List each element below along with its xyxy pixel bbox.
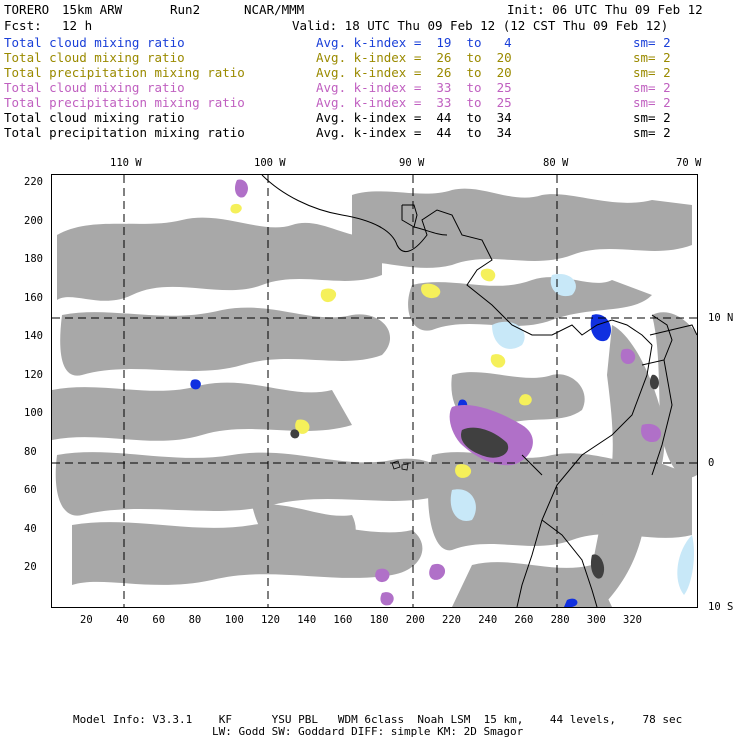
x-tick-label: 200 bbox=[405, 614, 425, 626]
legend-sm: sm= 2 bbox=[633, 35, 671, 50]
lon-label: 100 W bbox=[254, 157, 286, 169]
y-tick-label: 200 bbox=[24, 214, 43, 227]
map-svg bbox=[52, 175, 697, 607]
run-label: Run2 bbox=[170, 2, 201, 17]
x-tick-label: 280 bbox=[550, 614, 570, 626]
legend-kindex: Avg. k-index = 19 to 4 bbox=[316, 35, 512, 50]
legend-name: Total precipitation mixing ratio bbox=[4, 95, 245, 110]
x-tick-label: 180 bbox=[369, 614, 389, 626]
legend-kindex: Avg. k-index = 33 to 25 bbox=[316, 80, 512, 95]
legend-sm: sm= 2 bbox=[633, 80, 671, 95]
y-tick-label: 80 bbox=[24, 445, 37, 458]
lat-label: 10 S bbox=[708, 601, 734, 613]
legend-kindex: Avg. k-index = 44 to 34 bbox=[316, 110, 512, 125]
model-name: TORERO bbox=[4, 2, 50, 17]
lon-label: 70 W bbox=[676, 157, 702, 169]
legend-sm: sm= 2 bbox=[633, 65, 671, 80]
map-plot bbox=[51, 174, 698, 608]
x-tick-label: 220 bbox=[442, 614, 461, 626]
x-tick-label: 100 bbox=[224, 614, 244, 626]
x-tick-label: 260 bbox=[514, 614, 534, 626]
valid-time: Valid: 18 UTC Thu 09 Feb 12 (12 CST Thu … bbox=[292, 18, 669, 33]
y-tick-label: 40 bbox=[24, 522, 37, 535]
forecast-hour: 12 h bbox=[62, 18, 93, 33]
init-time: Init: 06 UTC Thu 09 Feb 12 bbox=[507, 2, 703, 17]
legend-name: Total cloud mixing ratio bbox=[4, 110, 185, 125]
x-tick-label: 160 bbox=[333, 614, 353, 626]
model-info-line2: LW: Godd SW: Goddard DIFF: simple KM: 2D… bbox=[212, 725, 524, 738]
model-info-line1: Model Info: V3.3.1 KF YSU PBL WDM 6class… bbox=[73, 713, 683, 726]
model-resolution: 15km ARW bbox=[62, 2, 123, 17]
legend-sm: sm= 2 bbox=[633, 95, 671, 110]
cloud-cover-layer bbox=[52, 188, 697, 607]
x-tick-label: 120 bbox=[261, 614, 280, 626]
y-tick-label: 220 bbox=[24, 176, 43, 188]
lon-label: 110 W bbox=[110, 157, 142, 169]
dark-core-layer bbox=[290, 374, 659, 579]
blue-layer bbox=[190, 314, 612, 607]
y-tick-label: 120 bbox=[24, 368, 43, 381]
legend-name: Total precipitation mixing ratio bbox=[4, 125, 245, 140]
lat-label: 10 N bbox=[708, 312, 734, 324]
y-tick-label: 100 bbox=[24, 407, 43, 419]
center-label: NCAR/MMM bbox=[244, 2, 305, 17]
galapagos-outline bbox=[391, 460, 409, 471]
forecast-label: Fcst: bbox=[4, 18, 42, 33]
legend-kindex: Avg. k-index = 26 to 20 bbox=[316, 65, 512, 80]
x-tick-label: 20 bbox=[80, 614, 93, 626]
legend-name: Total cloud mixing ratio bbox=[4, 80, 185, 95]
x-tick-label: 80 bbox=[188, 614, 202, 626]
x-tick-label: 240 bbox=[478, 614, 498, 626]
legend-kindex: Avg. k-index = 44 to 34 bbox=[316, 125, 512, 140]
legend-sm: sm= 2 bbox=[633, 110, 671, 125]
legend-sm: sm= 2 bbox=[633, 50, 671, 65]
legend-kindex: Avg. k-index = 26 to 20 bbox=[316, 50, 512, 65]
lon-label: 90 W bbox=[399, 157, 425, 169]
coastline-layer bbox=[261, 175, 697, 607]
light-blue-layer bbox=[450, 274, 695, 595]
legend-name: Total precipitation mixing ratio bbox=[4, 65, 245, 80]
x-tick-label: 60 bbox=[152, 614, 166, 626]
y-tick-label: 20 bbox=[24, 561, 37, 573]
y-tick-label: 160 bbox=[24, 291, 43, 304]
legend-name: Total cloud mixing ratio bbox=[4, 35, 185, 50]
lat-label: 0 bbox=[708, 457, 715, 469]
x-tick-label: 140 bbox=[297, 614, 317, 626]
x-tick-label: 320 bbox=[623, 614, 642, 626]
yellow-layer bbox=[230, 203, 532, 478]
y-tick-label: 180 bbox=[24, 253, 43, 265]
lon-label: 80 W bbox=[543, 157, 569, 169]
y-tick-label: 140 bbox=[24, 330, 43, 342]
y-tick-label: 60 bbox=[24, 484, 37, 496]
grid-lines bbox=[52, 175, 697, 607]
x-tick-label: 300 bbox=[586, 614, 606, 626]
legend-kindex: Avg. k-index = 33 to 25 bbox=[316, 95, 512, 110]
legend-sm: sm= 2 bbox=[633, 125, 671, 140]
legend-name: Total cloud mixing ratio bbox=[4, 50, 185, 65]
x-tick-label: 40 bbox=[116, 614, 129, 626]
